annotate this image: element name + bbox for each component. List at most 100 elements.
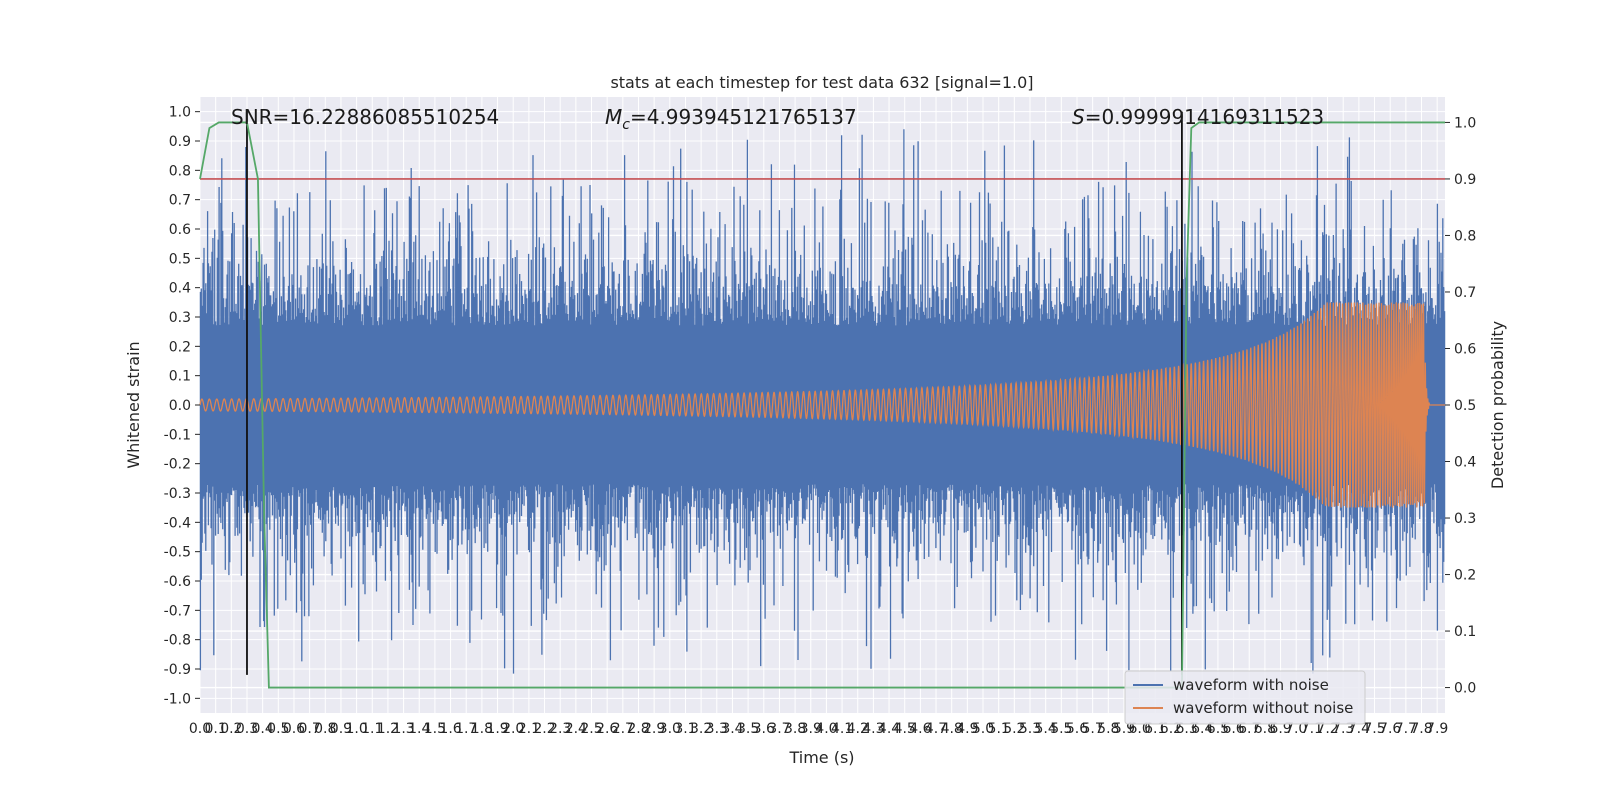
x-tick-66: 6.6 bbox=[1222, 721, 1244, 737]
x-tick-13: 1.3 bbox=[392, 721, 414, 737]
overlays bbox=[199, 111, 1445, 689]
x-tick-26: 2.6 bbox=[596, 721, 618, 737]
x-tick-4: 0.4 bbox=[252, 721, 274, 737]
x-tick-58: 5.8 bbox=[1097, 721, 1119, 737]
y-left-tick-4: -0.6 bbox=[164, 574, 191, 590]
x-tick-63: 6.3 bbox=[1175, 721, 1197, 737]
x-tick-53: 5.3 bbox=[1019, 721, 1041, 737]
y-right-tick-0: 0.0 bbox=[1454, 681, 1476, 697]
detection-probability-line bbox=[199, 121, 1445, 689]
x-tick-30: 3.0 bbox=[659, 721, 681, 737]
x-tick-2: 0.2 bbox=[220, 721, 242, 737]
x-tick-42: 4.2 bbox=[847, 721, 869, 737]
x-tick-78: 7.8 bbox=[1410, 721, 1432, 737]
x-tick-16: 1.6 bbox=[439, 721, 461, 737]
x-tick-15: 1.5 bbox=[424, 721, 446, 737]
annotation-snr: SNR=16.22886085510254 bbox=[231, 105, 499, 129]
x-tick-38: 3.8 bbox=[784, 721, 806, 737]
x-tick-31: 3.1 bbox=[674, 721, 696, 737]
x-tick-24: 2.4 bbox=[565, 721, 587, 737]
annotation-score-symbol: S bbox=[1072, 105, 1085, 129]
x-tick-64: 6.4 bbox=[1191, 721, 1213, 737]
x-tick-1: 0.1 bbox=[205, 721, 227, 737]
x-tick-47: 4.7 bbox=[925, 721, 947, 737]
y-right-tick-8: 0.8 bbox=[1454, 228, 1476, 244]
x-tick-65: 6.5 bbox=[1207, 721, 1229, 737]
x-tick-35: 3.5 bbox=[737, 721, 759, 737]
series-waveform-without-noise bbox=[199, 302, 1445, 508]
x-axis-label: Time (s) bbox=[788, 748, 854, 767]
x-tick-34: 3.4 bbox=[721, 721, 743, 737]
x-tick-73: 7.3 bbox=[1332, 721, 1354, 737]
chart-title: stats at each timestep for test data 632… bbox=[610, 73, 1033, 92]
x-tick-14: 1.4 bbox=[408, 721, 430, 737]
x-tick-10: 1.0 bbox=[345, 721, 367, 737]
y-left-axis-label: Whitened strain bbox=[124, 341, 143, 468]
x-tick-5: 0.5 bbox=[267, 721, 289, 737]
x-tick-74: 7.4 bbox=[1348, 721, 1370, 737]
x-tick-28: 2.8 bbox=[627, 721, 649, 737]
x-tick-37: 3.7 bbox=[768, 721, 790, 737]
y-right-tick-labels: 0.0 0.1 0.2 0.3 0.4 0.5 0.6 0.7 0.8 0.9 1.0 bbox=[1445, 115, 1476, 697]
y-left-tick-labels: -1.0 -0.9 -0.8 -0.7 -0.6 -0.5 -0.4 -0.3 -0.2 -0.1… bbox=[164, 105, 200, 707]
y-right-tick-5: 0.5 bbox=[1454, 398, 1476, 414]
x-tick-70: 7.0 bbox=[1285, 721, 1307, 737]
x-tick-60: 6.0 bbox=[1128, 721, 1150, 737]
x-tick-0: 0.0 bbox=[189, 721, 211, 737]
y-left-tick-2: -0.8 bbox=[164, 633, 191, 649]
x-tick-41: 4.1 bbox=[831, 721, 853, 737]
x-tick-32: 3.2 bbox=[690, 721, 712, 737]
annotation-chirp-mass-subscript: c bbox=[622, 117, 630, 133]
x-tick-61: 6.1 bbox=[1144, 721, 1166, 737]
x-tick-51: 5.1 bbox=[988, 721, 1010, 737]
x-tick-43: 4.3 bbox=[862, 721, 884, 737]
x-tick-56: 5.6 bbox=[1066, 721, 1088, 737]
y-right-tick-6: 0.6 bbox=[1454, 341, 1476, 357]
y-left-tick-19: 0.9 bbox=[169, 134, 191, 150]
y-left-tick-18: 0.8 bbox=[169, 163, 191, 179]
x-tick-72: 7.2 bbox=[1316, 721, 1338, 737]
y-left-tick-20: 1.0 bbox=[169, 105, 191, 121]
x-tick-45: 4.5 bbox=[894, 721, 916, 737]
x-tick-79: 7.9 bbox=[1426, 721, 1448, 737]
y-right-tick-9: 0.9 bbox=[1454, 172, 1476, 188]
x-tick-29: 2.9 bbox=[643, 721, 665, 737]
y-right-tick-4: 0.4 bbox=[1454, 455, 1476, 471]
annotation-chirp-mass-value: =4.993945121765137 bbox=[630, 105, 857, 129]
annotation-chirp-mass: Mc=4.993945121765137 bbox=[605, 105, 857, 133]
y-left-tick-16: 0.6 bbox=[169, 222, 191, 238]
x-tick-57: 5.7 bbox=[1082, 721, 1104, 737]
annotation-score: S=0.9999914169311523 bbox=[1072, 105, 1324, 129]
x-tick-17: 1.7 bbox=[455, 721, 477, 737]
y-right-axis-label: Detection probability bbox=[1488, 321, 1507, 489]
x-tick-25: 2.5 bbox=[580, 721, 602, 737]
x-tick-75: 7.5 bbox=[1363, 721, 1385, 737]
y-left-tick-12: 0.2 bbox=[169, 339, 191, 355]
x-tick-8: 0.8 bbox=[314, 721, 336, 737]
x-tick-50: 5.0 bbox=[972, 721, 994, 737]
y-right-tick-2: 0.2 bbox=[1454, 568, 1476, 584]
x-tick-11: 1.1 bbox=[361, 721, 383, 737]
x-tick-6: 0.6 bbox=[283, 721, 305, 737]
x-tick-69: 6.9 bbox=[1269, 721, 1291, 737]
annotation-score-value: =0.9999914169311523 bbox=[1085, 105, 1324, 129]
y-left-tick-14: 0.4 bbox=[169, 281, 191, 297]
y-left-tick-9: -0.1 bbox=[164, 427, 191, 443]
x-tick-22: 2.2 bbox=[533, 721, 555, 737]
x-tick-49: 4.9 bbox=[956, 721, 978, 737]
x-tick-27: 2.7 bbox=[612, 721, 634, 737]
annotation-chirp-mass-symbol: M bbox=[605, 105, 622, 129]
x-tick-33: 3.3 bbox=[706, 721, 728, 737]
y-left-tick-17: 0.7 bbox=[169, 193, 191, 209]
x-tick-76: 7.6 bbox=[1379, 721, 1401, 737]
y-left-tick-5: -0.5 bbox=[164, 545, 191, 561]
x-tick-18: 1.8 bbox=[471, 721, 493, 737]
x-tick-71: 7.1 bbox=[1301, 721, 1323, 737]
y-left-tick-6: -0.4 bbox=[164, 515, 191, 531]
legend: waveform with noise waveform without noi… bbox=[1124, 670, 1366, 725]
x-tick-3: 0.3 bbox=[236, 721, 258, 737]
y-right-tick-10: 1.0 bbox=[1454, 115, 1476, 131]
x-tick-54: 5.4 bbox=[1035, 721, 1057, 737]
y-left-tick-7: -0.3 bbox=[164, 486, 191, 502]
